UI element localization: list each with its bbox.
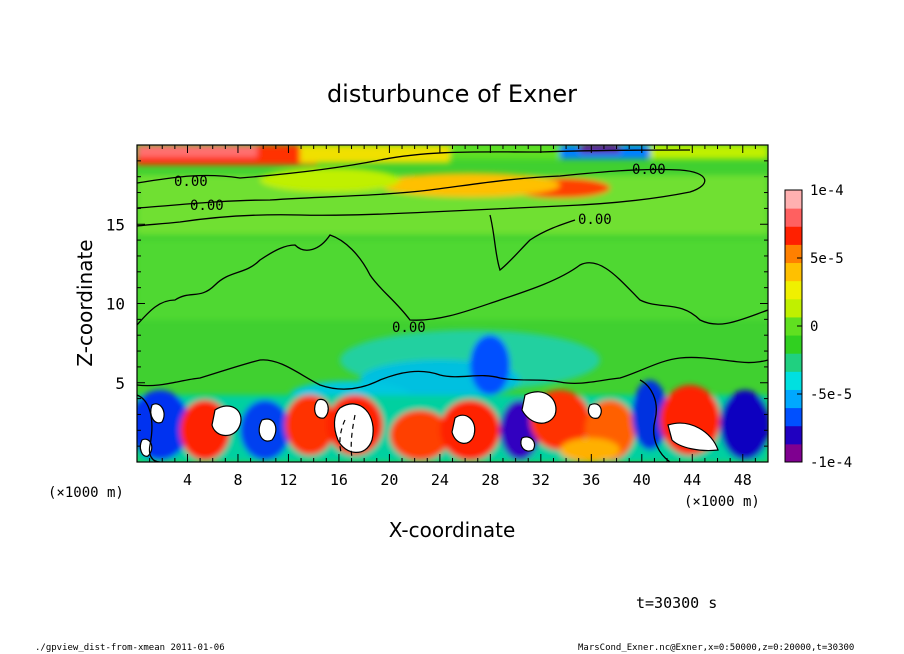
colorbar-tick-label: -1e-4 [810,455,852,471]
y-axis: 5 10 15 [106,160,768,447]
x-tick-label: 12 [279,471,297,489]
colorbar-swatch [785,226,802,245]
colorbar-tick-label: 5e-5 [810,251,844,267]
colorbar-swatch [785,353,802,372]
x-tick-label: 20 [380,471,398,489]
contour-lines-dashed [339,414,356,459]
contour-label: 0.00 [578,212,612,228]
footer-left: ./gpview_dist-from-xmean 2011-01-06 [35,643,225,653]
colorbar-swatch [785,316,802,336]
colorbar-tick-label: 0 [810,319,818,335]
contour-lines [137,149,768,462]
x-tick-label: 40 [633,471,651,489]
contour-label: 0.00 [632,162,666,178]
colorbar-swatch [785,190,802,209]
x-tick-label: 36 [582,471,600,489]
contour-label: 0.00 [174,174,208,190]
x-tick-label: 8 [233,471,242,489]
y-tick-label: 10 [106,295,125,314]
contour-label-group: 0.00 0.00 0.00 0.00 0.00 [174,162,666,336]
colorbar-swatch [785,389,802,409]
y-axis-title: Z-coordinate [73,239,97,366]
y-tick-label: 5 [115,374,125,393]
plot-area [137,145,768,462]
colorbar-swatch [785,280,802,300]
contour-label: 0.00 [190,198,224,214]
colorbar-tick-label: -5e-5 [810,387,852,403]
colorbar-swatch [785,335,802,354]
colorbar-swatch [785,208,802,227]
footer-right: MarsCond_Exner.nc@Exner,x=0:50000,z=0:20… [578,643,854,653]
x-tick-label: 16 [330,471,348,489]
colorbar-swatch [785,407,802,427]
x-tick-label: 24 [431,471,449,489]
colorbar-swatch [785,443,802,463]
x-unit-label: (×1000 m) [48,485,124,501]
x-axis: 4 8 12 16 20 24 28 32 36 40 44 48 [149,145,756,489]
colorbar-swatch [785,262,802,282]
colorbar-tick-label: 1e-4 [810,183,844,199]
x-unit-label-right: (×1000 m) [684,494,760,510]
chart-title: disturbunce of Exner [327,80,577,108]
time-label: t=30300 s [636,594,717,612]
colorbar-swatch [785,244,802,264]
y-tick-label: 15 [106,215,125,234]
x-tick-label: 44 [683,471,701,489]
x-tick-label: 48 [734,471,752,489]
x-tick-label: 4 [183,471,192,489]
colorbar-swatch [785,371,802,390]
colorbar: 1e-4 5e-5 0 -5e-5 -1e-4 [784,183,852,471]
x-axis-title: X-coordinate [389,518,516,542]
contour-label: 0.00 [392,320,426,336]
x-tick-label: 28 [481,471,499,489]
x-tick-label: 32 [532,471,550,489]
colorbar-swatch [785,425,802,445]
colorbar-swatch [785,298,802,318]
field-blobs [137,145,768,462]
